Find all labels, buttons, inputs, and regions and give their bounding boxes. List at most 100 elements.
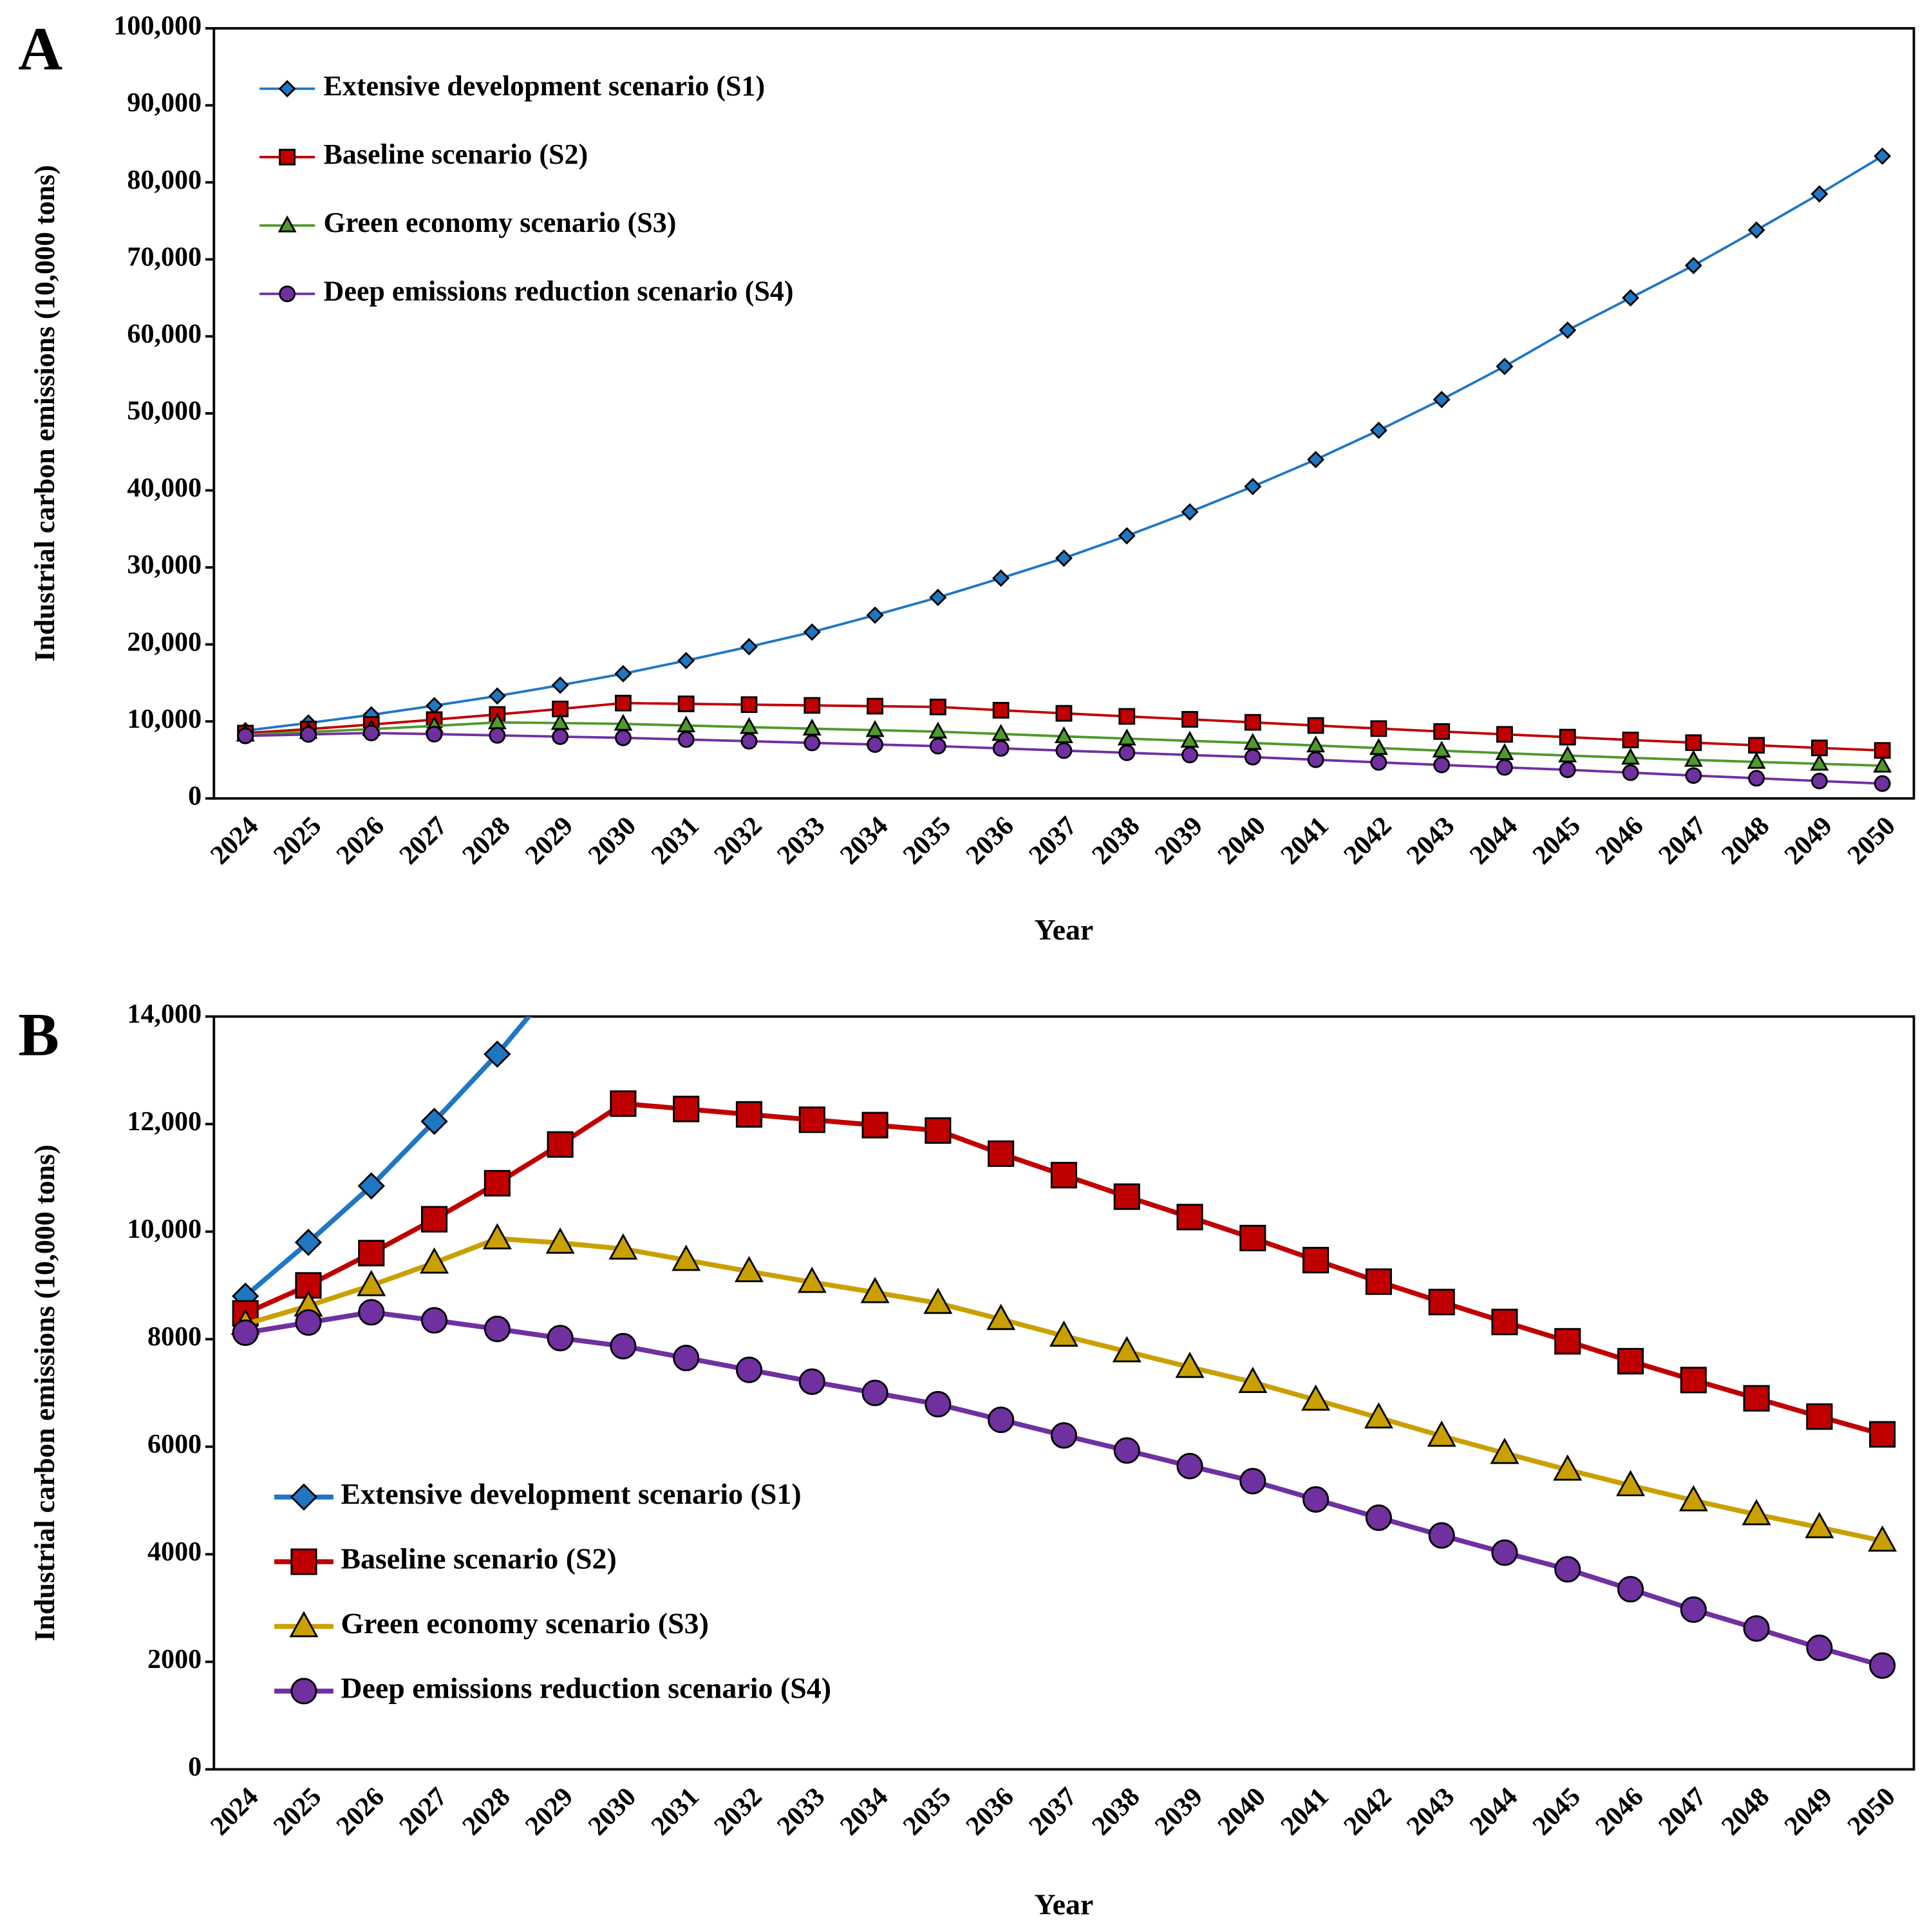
data-point xyxy=(797,1266,827,1293)
x-tick-label: 2040 xyxy=(1212,1781,1272,1841)
data-point xyxy=(1680,1367,1707,1394)
data-point xyxy=(1055,549,1073,567)
x-tick-label: 2045 xyxy=(1527,1781,1586,1841)
x-tick-label: 2029 xyxy=(520,811,579,871)
data-point xyxy=(800,596,824,620)
legend-marker xyxy=(290,1483,318,1511)
data-point xyxy=(1490,1437,1519,1464)
data-point xyxy=(1622,732,1639,748)
series-line xyxy=(243,1016,532,1298)
x-tick-label: 2033 xyxy=(771,1781,831,1841)
data-point xyxy=(300,726,317,743)
data-point xyxy=(1050,1422,1077,1449)
data-point xyxy=(614,665,632,683)
x-tick-label: 2048 xyxy=(1716,1781,1776,1841)
x-tick-label: 2024 xyxy=(205,1781,265,1841)
data-point xyxy=(1239,1224,1266,1252)
x-tick-label: 2025 xyxy=(267,1781,327,1841)
x-tick-label: 2043 xyxy=(1401,811,1461,871)
x-tick-label: 2043 xyxy=(1401,1781,1461,1841)
data-point xyxy=(1433,390,1451,408)
data-point xyxy=(1874,775,1891,792)
data-point xyxy=(1554,1328,1581,1355)
data-point xyxy=(1175,1351,1205,1378)
x-tick-label: 2039 xyxy=(1149,811,1208,871)
data-point xyxy=(735,1356,763,1383)
y-tick-label: 100,000 xyxy=(113,11,202,41)
data-point xyxy=(1113,1437,1140,1464)
data-point xyxy=(358,1240,385,1267)
data-point xyxy=(547,1325,574,1352)
data-point xyxy=(1805,1511,1834,1539)
data-point xyxy=(673,1345,700,1372)
data-point xyxy=(1307,717,1324,734)
plot-area xyxy=(236,147,1892,792)
x-tick-label: 2027 xyxy=(393,1781,453,1841)
x-tick-label: 2031 xyxy=(645,1781,705,1841)
data-point xyxy=(672,1244,701,1271)
x-tick-label: 2026 xyxy=(330,1781,390,1841)
data-point xyxy=(1181,503,1199,521)
x-tick-label: 2038 xyxy=(1086,1781,1146,1841)
data-point xyxy=(867,736,883,753)
data-point xyxy=(863,477,887,502)
data-point xyxy=(1810,739,1828,757)
x-tick-label: 2030 xyxy=(582,811,642,871)
data-point xyxy=(926,354,950,378)
legend-marker xyxy=(277,215,297,232)
data-point xyxy=(867,697,883,715)
y-tick-label: 40,000 xyxy=(127,473,202,503)
data-point xyxy=(1238,1367,1268,1393)
y-tick-label: 6000 xyxy=(147,1429,202,1459)
x-tick-label: 2037 xyxy=(1023,1781,1083,1841)
y-tick-label: 90,000 xyxy=(127,88,202,118)
data-point xyxy=(988,1140,1015,1167)
data-point xyxy=(1370,720,1387,737)
data-point xyxy=(426,697,444,715)
data-point xyxy=(1181,746,1198,764)
data-point xyxy=(860,1276,890,1303)
data-point xyxy=(1495,743,1514,761)
data-point xyxy=(1685,767,1702,784)
data-point xyxy=(1553,1454,1583,1481)
y-axis-label: Industrial carbon emissions (10,000 tons… xyxy=(29,1144,61,1641)
data-point xyxy=(1806,1403,1833,1430)
data-point xyxy=(1302,1247,1330,1274)
legend-marker xyxy=(290,1548,317,1575)
data-point xyxy=(1559,321,1577,339)
x-tick-label: 2042 xyxy=(1338,1781,1398,1841)
y-tick-label: 0 xyxy=(188,781,202,811)
x-tick-label: 2049 xyxy=(1778,1781,1838,1841)
data-point xyxy=(803,623,821,641)
x-tick-label: 2025 xyxy=(267,811,327,871)
x-tick-label: 2027 xyxy=(393,811,453,871)
data-point xyxy=(923,1287,953,1314)
data-point xyxy=(804,697,821,714)
data-point xyxy=(925,1390,952,1418)
x-tick-label: 2048 xyxy=(1716,811,1776,871)
x-tick-label: 2046 xyxy=(1590,811,1650,871)
data-point xyxy=(677,652,695,670)
data-point xyxy=(1742,1499,1771,1526)
data-point xyxy=(551,676,569,694)
x-tick-label: 2037 xyxy=(1023,811,1083,871)
data-point xyxy=(1559,728,1576,746)
y-tick-label: 10,000 xyxy=(127,704,202,734)
data-point xyxy=(548,967,572,991)
data-point xyxy=(798,1368,825,1395)
data-point xyxy=(358,1299,385,1326)
data-point xyxy=(1748,737,1765,754)
data-point xyxy=(1364,1402,1393,1429)
data-point xyxy=(992,740,1010,757)
data-point xyxy=(608,1233,638,1260)
data-point xyxy=(1558,745,1577,762)
x-tick-label: 2031 xyxy=(645,811,705,871)
data-point xyxy=(1365,1504,1392,1531)
legend-label: Extensive development scenario (S1) xyxy=(341,1477,801,1510)
data-point xyxy=(1112,1336,1142,1363)
x-tick-label: 2041 xyxy=(1275,811,1335,871)
plot-frame xyxy=(212,1015,1915,1771)
data-point xyxy=(1874,742,1891,759)
data-point xyxy=(1869,1421,1896,1448)
data-point xyxy=(1307,451,1325,469)
